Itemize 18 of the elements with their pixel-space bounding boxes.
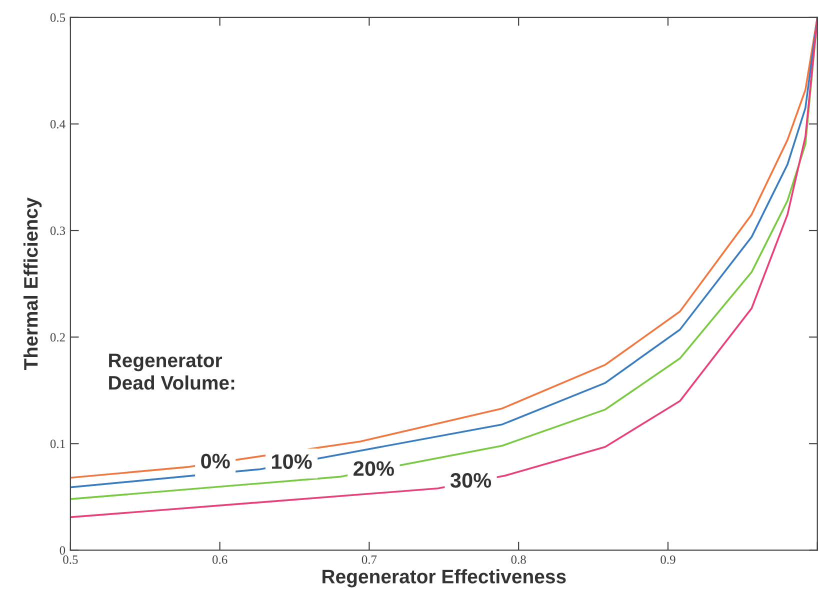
x-tick-label: 0.6: [212, 555, 228, 564]
y-tick-label: 0.2: [50, 333, 65, 342]
y-tick-label: 0.3: [50, 226, 66, 236]
legend-title: Regenerator Dead Volume:: [109, 354, 234, 390]
series-label: 30%: [450, 472, 492, 488]
x-tick-label: 0.7: [362, 555, 377, 564]
series-label: 0%: [201, 454, 230, 468]
y-axis-title: Thermal Efficiency: [23, 197, 42, 370]
y-tick-label: 0.5: [50, 13, 66, 22]
y-tick-label: 0.4: [50, 120, 66, 128]
y-tick-label: 0: [60, 546, 66, 555]
x-tick-label: 0.9: [660, 555, 676, 564]
series-label: 20%: [354, 461, 394, 476]
x-tick-label: 0.5: [63, 555, 78, 564]
x-tick-label: 0.8: [511, 555, 526, 564]
y-tick-label: 0.1: [50, 440, 65, 448]
series-label: 10%: [272, 454, 312, 470]
x-axis-title: Regenerator Effectiveness: [322, 569, 566, 588]
